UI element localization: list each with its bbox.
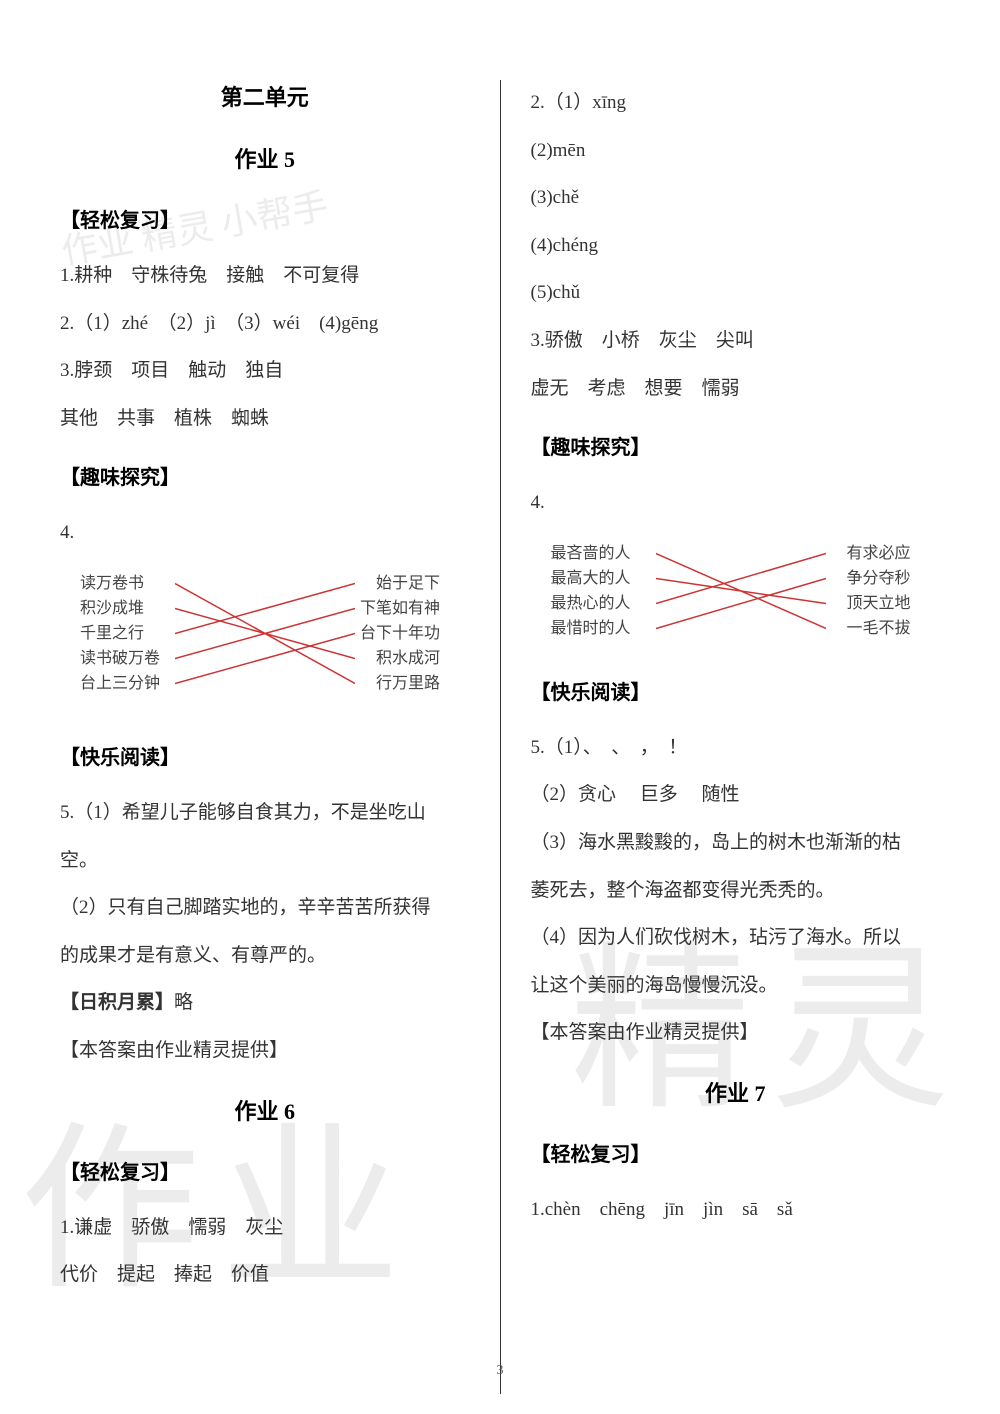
match-left-col: 最吝啬的人 最高大的人 最热心的人 最惜时的人 [551, 541, 631, 641]
page-number: 3 [497, 1363, 504, 1379]
question-4-label: 4. [60, 510, 470, 556]
content-line: 1.谦虚 骄傲 懦弱 灰尘 [60, 1205, 470, 1251]
content-line: （4）因为人们砍伐树木，玷污了海水。所以 [531, 915, 941, 961]
section-header-review: 【轻松复习】 [60, 204, 470, 233]
content-line: 2.（1）zhé （2）jì （3）wéi (4)gēng [60, 301, 470, 347]
match-item: 一毛不拔 [846, 616, 910, 641]
match-right-col: 始于足下 下笔如有神 台下十年功 积水成河 行万里路 [360, 571, 440, 696]
match-item: 台下十年功 [360, 621, 440, 646]
match-item: 有求必应 [846, 541, 910, 566]
match-item: 顶天立地 [846, 591, 910, 616]
unit-title: 第二单元 [60, 80, 470, 112]
section-header-explore: 【趣味探究】 [531, 431, 941, 460]
homework-7-title: 作业 7 [531, 1076, 941, 1108]
content-line: 3.脖颈 项目 触动 独自 [60, 348, 470, 394]
match-item: 读万卷书 [80, 571, 160, 596]
section-header-reading: 【快乐阅读】 [60, 741, 470, 770]
content-line: （2）贪心 巨多 随性 [531, 772, 941, 818]
content-line: 1.耕种 守株待兔 接触 不可复得 [60, 253, 470, 299]
match-item: 争分夺秒 [846, 566, 910, 591]
match-item: 最惜时的人 [551, 616, 631, 641]
content-line: (4)chéng [531, 223, 941, 269]
section-header-reading: 【快乐阅读】 [531, 676, 941, 705]
section-header-review: 【轻松复习】 [60, 1156, 470, 1185]
match-lines-svg [656, 541, 826, 661]
content-line: 5.（1）希望儿子能够自食其力，不是坐吃山 [60, 790, 470, 836]
section-accumulate: 【日积月累】略 [60, 980, 470, 1026]
page-container: 第二单元 作业 5 【轻松复习】 1.耕种 守株待兔 接触 不可复得 2.（1）… [0, 0, 1000, 1414]
credit-line: 【本答案由作业精灵提供】 [531, 1010, 941, 1056]
content-line: 让这个美丽的海岛慢慢沉没。 [531, 963, 941, 1009]
match-item: 最吝啬的人 [551, 541, 631, 566]
content-line: 3.骄傲 小桥 灰尘 尖叫 [531, 318, 941, 364]
section-header-review: 【轻松复习】 [531, 1138, 941, 1167]
match-right-col: 有求必应 争分夺秒 顶天立地 一毛不拔 [846, 541, 910, 641]
match-item: 行万里路 [360, 671, 440, 696]
content-line: 空。 [60, 838, 470, 884]
right-column: 2.（1）xīng (2)mēn (3)chě (4)chéng (5)chǔ … [501, 80, 971, 1394]
match-item: 最高大的人 [551, 566, 631, 591]
content-line: 虚无 考虑 想要 懦弱 [531, 366, 941, 412]
content-line: (5)chǔ [531, 270, 941, 316]
match-item: 始于足下 [360, 571, 440, 596]
content-line: 萎死去，整个海盗都变得光秃秃的。 [531, 868, 941, 914]
content-line: 2.（1）xīng [531, 80, 941, 126]
section-header-accumulate: 【日积月累】 [60, 992, 174, 1013]
matching-diagram-1: 读万卷书 积沙成堆 千里之行 读书破万卷 台上三分钟 始于足下 下笔如有神 台下… [80, 571, 440, 721]
question-4-label: 4. [531, 480, 941, 526]
match-item: 最热心的人 [551, 591, 631, 616]
content-line: （3）海水黑黢黢的，岛上的树木也渐渐的枯 [531, 820, 941, 866]
content-line: 代价 提起 捧起 价值 [60, 1252, 470, 1298]
match-item: 台上三分钟 [80, 671, 160, 696]
content-line: 的成果才是有意义、有尊严的。 [60, 933, 470, 979]
homework-6-title: 作业 6 [60, 1094, 470, 1126]
content-line: 5.（1）、 、 ， ！ [531, 725, 941, 771]
match-lines-svg [175, 571, 355, 721]
match-item: 积水成河 [360, 646, 440, 671]
match-item: 下笔如有神 [360, 596, 440, 621]
content-line: 1.chèn chēng jīn jìn sā sǎ [531, 1187, 941, 1233]
match-item: 千里之行 [80, 621, 160, 646]
left-column: 第二单元 作业 5 【轻松复习】 1.耕种 守株待兔 接触 不可复得 2.（1）… [30, 80, 501, 1394]
content-line: (2)mēn [531, 128, 941, 174]
credit-line: 【本答案由作业精灵提供】 [60, 1028, 470, 1074]
content-line: 其他 共事 植株 蜘蛛 [60, 396, 470, 442]
match-item: 积沙成堆 [80, 596, 160, 621]
match-left-col: 读万卷书 积沙成堆 千里之行 读书破万卷 台上三分钟 [80, 571, 160, 696]
section-suffix: 略 [174, 992, 193, 1013]
section-header-explore: 【趣味探究】 [60, 461, 470, 490]
homework-5-title: 作业 5 [60, 142, 470, 174]
matching-diagram-2: 最吝啬的人 最高大的人 最热心的人 最惜时的人 有求必应 争分夺秒 顶天立地 一… [551, 541, 911, 656]
match-item: 读书破万卷 [80, 646, 160, 671]
content-line: （2）只有自己脚踏实地的，辛辛苦苦所获得 [60, 885, 470, 931]
content-line: (3)chě [531, 175, 941, 221]
